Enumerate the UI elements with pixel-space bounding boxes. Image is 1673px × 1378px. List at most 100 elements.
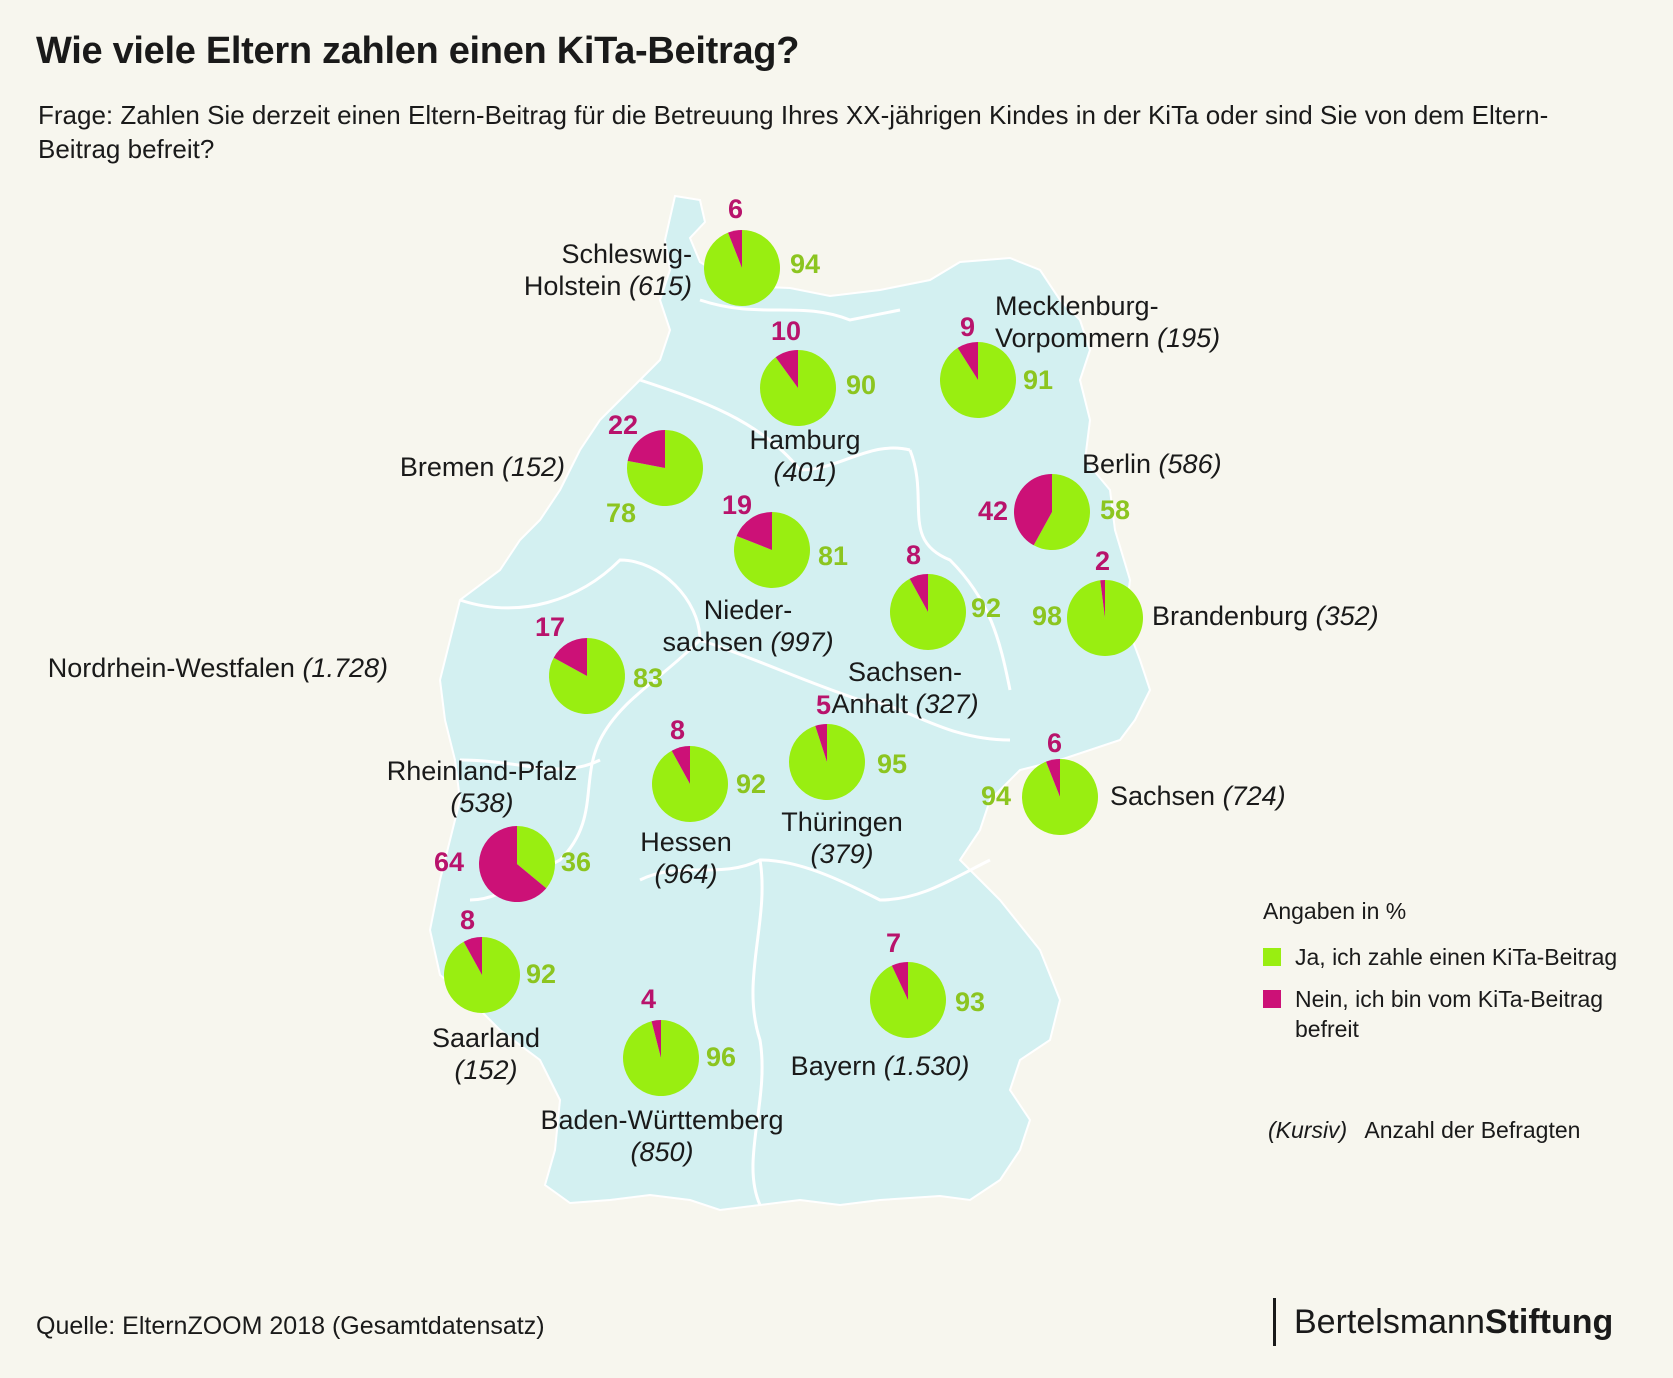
legend-item-no: Nein, ich bin vom KiTa-Beitrag befreit xyxy=(1263,984,1617,1044)
value-yes-ni: 81 xyxy=(818,541,849,571)
pie-slice-no-hh xyxy=(775,350,798,388)
pie-slice-no-st xyxy=(909,574,928,612)
pie-he xyxy=(652,745,728,822)
respondent-count-hh: (401) xyxy=(773,457,837,487)
legend: Angaben in % Ja, ich zahle einen KiTa-Be… xyxy=(1263,896,1617,1056)
respondent-count-nw: (1.728) xyxy=(302,653,388,683)
respondent-count-st: (327) xyxy=(915,689,979,719)
region-name-hh: Hamburg xyxy=(749,425,861,455)
pie-sl xyxy=(444,937,520,1013)
pie-hb xyxy=(627,430,703,507)
respondent-count-th: (379) xyxy=(810,839,874,869)
respondent-count-be: (586) xyxy=(1158,449,1222,479)
pie-hh xyxy=(760,350,837,426)
value-no-sh: 6 xyxy=(728,194,744,224)
value-yes-sl: 92 xyxy=(526,959,557,989)
value-yes-by: 93 xyxy=(955,987,986,1017)
region-label-nw: Nordrhein-Westfalen (1.728) xyxy=(48,652,388,684)
pie-slice-no-rp xyxy=(478,826,547,902)
pie-slice-yes-by xyxy=(869,962,946,1038)
pie-slice-no-nw xyxy=(553,638,587,676)
pie-slice-yes-nw xyxy=(548,638,625,714)
respondent-count-bw: (850) xyxy=(630,1137,694,1167)
pie-slice-yes-hh xyxy=(760,350,837,426)
chart-title: Wie viele Eltern zahlen einen KiTa-Beitr… xyxy=(36,30,800,72)
pie-slice-no-mv xyxy=(957,342,978,380)
value-yes-rp: 36 xyxy=(561,847,592,877)
value-yes-hb: 78 xyxy=(606,498,637,528)
region-label-sh: Schleswig- Holstein (615) xyxy=(524,238,692,302)
legend-label-no-2: befreit xyxy=(1295,1016,1359,1042)
region-label-mv: Mecklenburg- Vorpommern (195) xyxy=(995,290,1220,354)
bertelsmann-logo: BertelsmannStiftung xyxy=(1273,1298,1613,1346)
pie-slice-no-bw xyxy=(651,1020,661,1058)
region-label-be: Berlin (586) xyxy=(1082,448,1222,480)
pie-slice-yes-sh xyxy=(704,230,781,307)
pie-slice-no-sh xyxy=(728,230,742,268)
region-name-st: Anhalt xyxy=(831,689,909,719)
pie-sn xyxy=(1022,759,1099,835)
pie-slice-yes-th xyxy=(789,724,866,800)
legend-label-no: Nein, ich bin vom KiTa-Beitrag befreit xyxy=(1295,984,1603,1044)
region-name-be: Berlin xyxy=(1082,449,1152,479)
source-text: Quelle: ElternZOOM 2018 (Gesamtdatensatz… xyxy=(36,1312,545,1340)
value-no-th: 5 xyxy=(816,690,832,720)
legend-title: Angaben in % xyxy=(1263,898,1407,924)
respondent-count-sh: (615) xyxy=(628,271,692,301)
value-yes-mv: 91 xyxy=(1023,365,1054,395)
respondent-count-he: (964) xyxy=(654,859,718,889)
pie-slice-no-he xyxy=(671,746,690,784)
pie-nw xyxy=(548,638,625,714)
region-name-sn: Sachsen xyxy=(1110,781,1216,811)
region-name-ni: sachsen xyxy=(662,627,764,657)
region-name-st: Sachsen- xyxy=(847,657,963,687)
region-name-he: Hessen xyxy=(640,827,732,857)
pie-by xyxy=(869,962,946,1038)
respondent-count-sn: (724) xyxy=(1222,781,1286,811)
region-label-bw: Baden-Württemberg (850) xyxy=(540,1104,783,1168)
pie-slice-yes-rp xyxy=(517,826,555,889)
pie-slice-no-be xyxy=(1013,474,1052,546)
region-label-rp: Rheinland-Pfalz (538) xyxy=(387,755,578,819)
value-yes-st: 92 xyxy=(971,593,1002,623)
value-yes-bw: 96 xyxy=(706,1042,737,1072)
region-label-hb: Bremen (152) xyxy=(400,451,565,483)
region-name-nw: Nordrhein-Westfalen xyxy=(47,653,295,683)
pie-sh xyxy=(704,230,781,307)
pie-ni xyxy=(734,512,810,588)
region-name-th: Thüringen xyxy=(781,807,903,837)
value-no-by: 7 xyxy=(886,928,902,958)
value-no-ni: 19 xyxy=(722,490,753,520)
respondent-count-rp: (538) xyxy=(450,788,514,818)
region-name-mv: Mecklenburg- xyxy=(995,291,1159,321)
region-name-bb: Brandenburg xyxy=(1152,601,1309,631)
value-no-sn: 6 xyxy=(1047,728,1063,758)
region-name-sh: Holstein xyxy=(523,271,622,301)
pie-slice-yes-be xyxy=(1033,474,1090,550)
question-text: Frage: Zahlen Sie derzeit einen Eltern-B… xyxy=(38,100,1549,164)
value-yes-he: 92 xyxy=(736,769,767,799)
pie-be xyxy=(1013,474,1090,550)
region-name-by: Bayern xyxy=(790,1051,877,1081)
region-label-by: Bayern (1.530) xyxy=(791,1050,970,1082)
pie-bw xyxy=(623,1020,699,1096)
legend-swatch-no xyxy=(1263,990,1281,1008)
respondent-count-sl: (152) xyxy=(454,1055,518,1085)
value-yes-th: 95 xyxy=(877,749,908,779)
pie-slice-yes-st xyxy=(890,574,966,651)
pie-slice-no-sl xyxy=(463,937,482,975)
legend-label-no-1: Nein, ich bin vom KiTa-Beitrag xyxy=(1295,986,1604,1012)
respondent-count-bb: (352) xyxy=(1315,601,1379,631)
legend-note-text: Anzahl der Befragten xyxy=(1364,1117,1581,1143)
pie-slice-no-ni xyxy=(736,512,772,550)
value-yes-nw: 83 xyxy=(633,663,664,693)
legend-label-yes: Ja, ich zahle einen KiTa-Beitrag xyxy=(1295,944,1618,970)
value-yes-bb: 98 xyxy=(1032,601,1063,631)
pie-rp xyxy=(478,826,555,902)
value-yes-hh: 90 xyxy=(846,370,877,400)
respondent-count-hb: (152) xyxy=(501,452,565,482)
pie-st xyxy=(890,574,966,651)
region-label-ni: Nieder-sachsen (997) xyxy=(662,594,833,658)
region-label-st: Sachsen- Anhalt (327) xyxy=(831,656,978,720)
